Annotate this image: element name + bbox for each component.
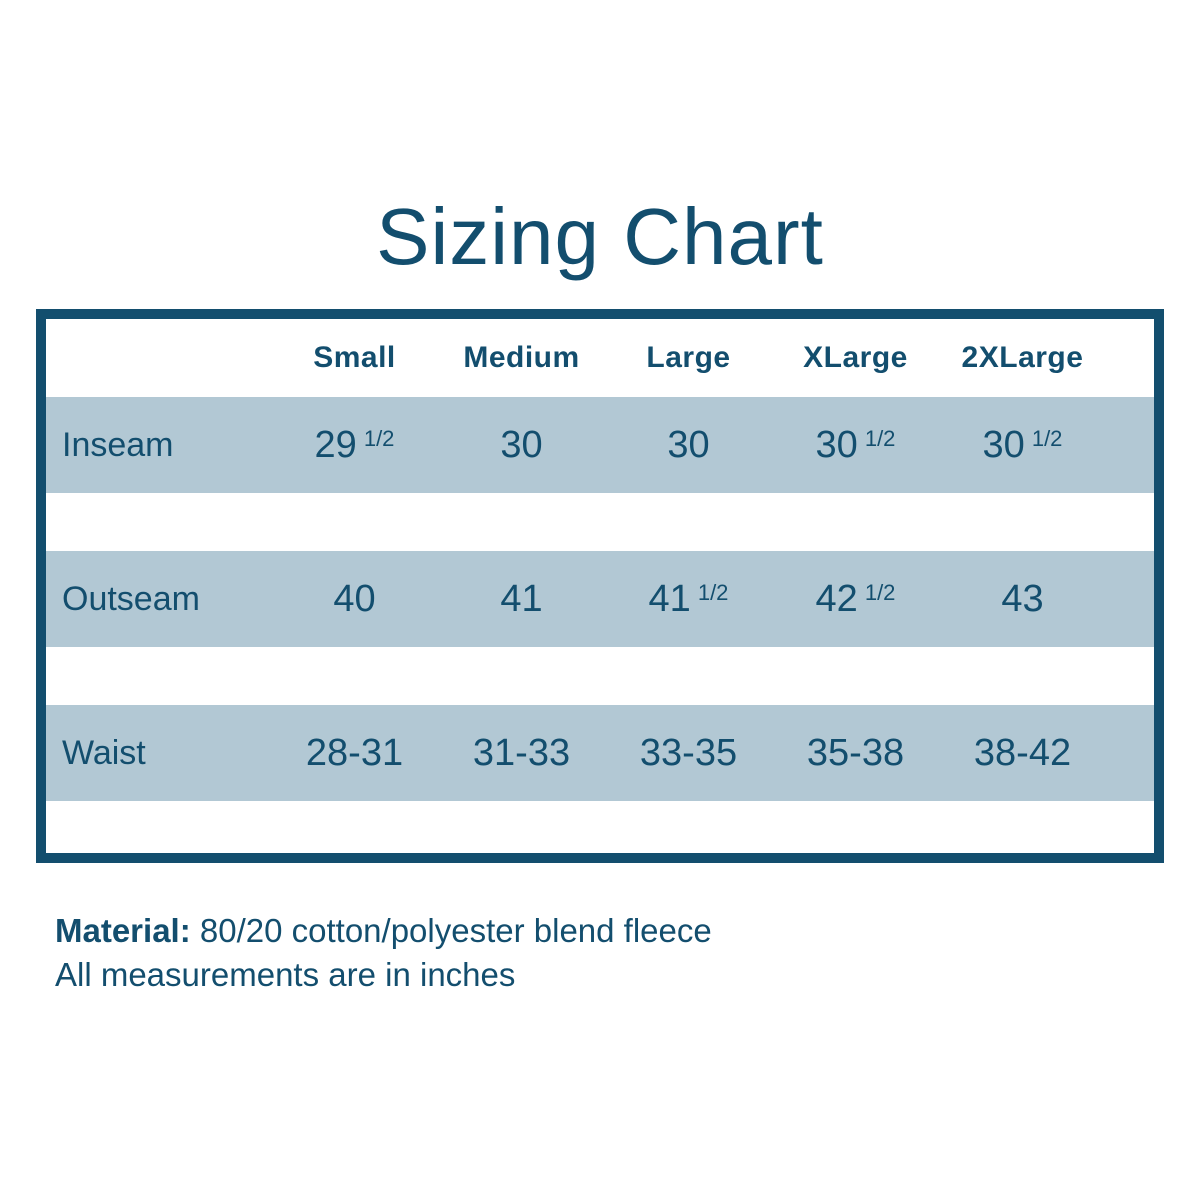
sizing-table: Small Medium Large XLarge 2XLarge Inseam…: [36, 309, 1164, 863]
measurements-note: All measurements are in inches: [55, 956, 516, 993]
table-row-waist: Waist 28-31 31-33 33-35 35-38 38-42: [46, 705, 1154, 801]
header-cell-small: Small: [313, 341, 396, 374]
cell-waist-medium: 31-33: [472, 731, 571, 774]
header-cell-medium: Medium: [463, 341, 580, 374]
table-spacer-row: [46, 493, 1154, 551]
table-row-inseam: Inseam 29 1/2 30 30 30 1/2 30 1/2: [46, 397, 1154, 493]
cell-inseam-medium: 30: [500, 423, 543, 466]
cell-outseam-medium: 41: [500, 577, 543, 620]
cell-outseam-large: 41 1/2: [648, 577, 729, 620]
material-value: 80/20 cotton/polyester blend fleece: [199, 912, 712, 949]
cell-waist-large: 33-35: [639, 731, 738, 774]
header-cell-xlarge: XLarge: [803, 341, 908, 374]
material-line: Material: 80/20 cotton/polyester blend f…: [55, 909, 1200, 953]
fraction: 1/2: [1031, 425, 1063, 451]
cell-outseam-small: 40: [333, 577, 376, 620]
material-label: Material:: [55, 912, 191, 949]
footer-notes: Material: 80/20 cotton/polyester blend f…: [55, 909, 1200, 997]
row-label-waist: Waist: [62, 733, 146, 772]
row-label-outseam: Outseam: [62, 579, 200, 618]
header-cell-2xlarge: 2XLarge: [961, 341, 1084, 374]
cell-inseam-xlarge: 30 1/2: [815, 423, 896, 466]
table-row-outseam: Outseam 40 41 41 1/2 42 1/2 43: [46, 551, 1154, 647]
cell-waist-2xlarge: 38-42: [973, 731, 1072, 774]
table-spacer-row: [46, 647, 1154, 705]
fraction: 1/2: [864, 579, 896, 605]
cell-waist-small: 28-31: [305, 731, 404, 774]
cell-inseam-2xlarge: 30 1/2: [982, 423, 1063, 466]
table-header-row: Small Medium Large XLarge 2XLarge: [46, 319, 1154, 397]
table-spacer-row: [46, 801, 1154, 853]
header-cell-large: Large: [646, 341, 731, 374]
cell-inseam-large: 30: [667, 423, 710, 466]
page-title: Sizing Chart: [376, 192, 824, 281]
cell-outseam-2xlarge: 43: [1001, 577, 1044, 620]
row-label-inseam: Inseam: [62, 425, 174, 464]
fraction: 1/2: [697, 579, 729, 605]
cell-waist-xlarge: 35-38: [806, 731, 905, 774]
cell-outseam-xlarge: 42 1/2: [815, 577, 896, 620]
fraction: 1/2: [864, 425, 896, 451]
fraction: 1/2: [363, 425, 395, 451]
cell-inseam-small: 29 1/2: [314, 423, 395, 466]
